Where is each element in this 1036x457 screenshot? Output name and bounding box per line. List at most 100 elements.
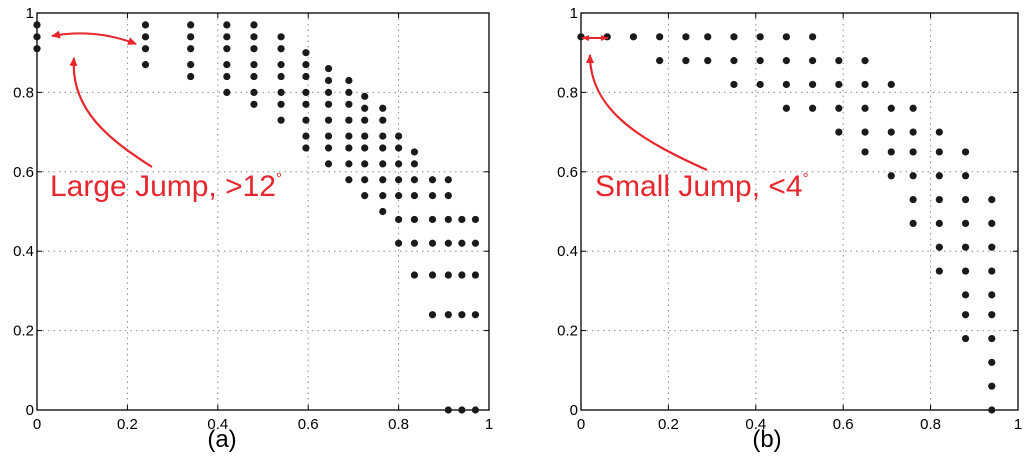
data-point (223, 21, 231, 29)
data-point (379, 192, 387, 200)
data-point (961, 148, 970, 156)
data-point (961, 291, 970, 299)
data-point (410, 239, 419, 247)
y-tick-label: 0.4 (557, 243, 578, 260)
data-point (277, 100, 285, 108)
y-tick-label: 0.6 (13, 164, 34, 181)
data-point (458, 271, 466, 279)
data-point (324, 100, 333, 108)
y-tick-label: 1 (570, 5, 578, 22)
data-point (223, 45, 231, 53)
annotation-pointer-arrow (69, 57, 153, 168)
data-point (444, 406, 452, 414)
data-point (33, 45, 41, 53)
data-point (756, 33, 764, 41)
data-point (444, 271, 452, 279)
data-point (704, 33, 712, 41)
data-point (961, 267, 970, 275)
annotation-text: Small Jump, <4° (595, 170, 809, 203)
data-point (988, 243, 996, 251)
subplot-label: (a) (207, 426, 236, 453)
data-point (458, 311, 466, 319)
y-tick-label: 0.8 (13, 84, 34, 101)
x-tick-label: 0.8 (388, 416, 409, 433)
data-point (345, 100, 353, 108)
data-point (782, 104, 790, 112)
data-point (250, 33, 258, 41)
data-point (629, 33, 638, 41)
data-point (887, 148, 895, 156)
data-point (935, 219, 943, 228)
data-point (302, 88, 310, 96)
data-point (909, 148, 917, 156)
data-point (935, 243, 943, 251)
data-point (603, 33, 611, 41)
data-point (756, 57, 764, 65)
data-point (302, 132, 310, 140)
x-tick-label: 1 (1014, 416, 1022, 433)
data-point (988, 334, 996, 343)
data-point (471, 215, 480, 224)
data-point (324, 64, 333, 73)
data-point (835, 128, 843, 136)
data-point (782, 80, 790, 89)
data-point (187, 21, 195, 29)
data-point (835, 57, 843, 65)
data-point (730, 80, 738, 89)
data-point (428, 271, 437, 279)
data-point (277, 45, 285, 53)
data-point (988, 267, 996, 275)
data-point (444, 176, 452, 184)
data-point (809, 80, 817, 89)
data-point (961, 311, 970, 319)
data-point (379, 116, 387, 124)
data-point (395, 239, 403, 247)
data-point (250, 61, 258, 69)
data-point (861, 148, 869, 156)
data-point (395, 192, 403, 200)
data-point (395, 215, 403, 224)
data-point (187, 45, 195, 53)
data-point (887, 80, 895, 89)
data-point (809, 57, 817, 65)
data-point (471, 311, 480, 319)
x-tick-label: 0 (33, 416, 41, 433)
subplot-label: (b) (752, 426, 781, 453)
x-tick-label: 0.2 (658, 416, 679, 433)
data-point (187, 61, 195, 69)
data-point (33, 21, 41, 29)
data-point (345, 144, 353, 152)
y-tick-label: 0 (570, 402, 578, 419)
data-point (458, 406, 466, 414)
data-point (395, 132, 403, 140)
data-point (345, 116, 353, 124)
data-point (458, 239, 466, 247)
data-point (428, 215, 437, 224)
chart-panel-b: 0 0.2 0.4 0.6 0.8 1 0 0.2 0.4 0.6 0.8 1 (b) Small Jum… (557, 5, 1022, 453)
annotation-text: Large Jump, >12° (50, 170, 282, 203)
data-point (361, 176, 369, 184)
data-point (656, 33, 664, 41)
data-point (141, 21, 150, 29)
data-point (379, 144, 387, 152)
data-point (223, 61, 231, 69)
data-point (250, 72, 258, 81)
axes-frame (580, 12, 1019, 411)
data-point (656, 57, 664, 65)
data-point (361, 192, 369, 200)
x-tick-label: 0.8 (920, 416, 941, 433)
data-point (961, 334, 970, 343)
data-point (277, 61, 285, 69)
data-point (302, 72, 310, 81)
data-point (395, 160, 403, 168)
annotation-pointer-arrow (586, 54, 708, 172)
data-point (471, 406, 480, 414)
data-point (961, 195, 970, 204)
data-point (379, 132, 387, 140)
data-point (988, 311, 996, 319)
data-point (410, 192, 419, 200)
data-point (756, 80, 764, 89)
data-point (782, 57, 790, 65)
x-tick-label: 0 (577, 416, 585, 433)
data-point (302, 144, 310, 152)
